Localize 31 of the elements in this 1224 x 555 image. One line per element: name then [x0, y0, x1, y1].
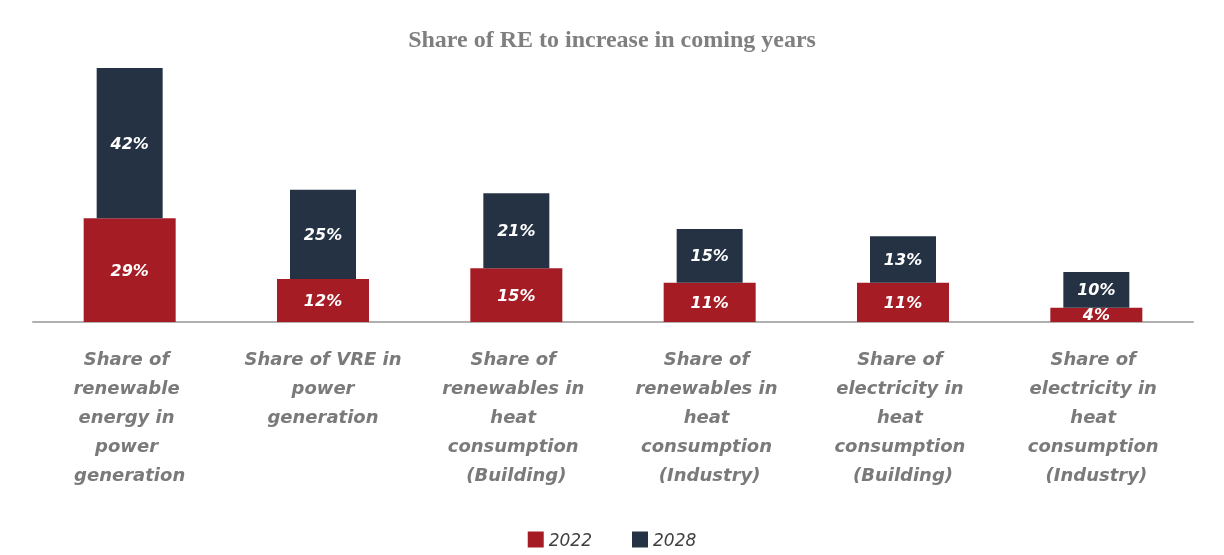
data-label: 12%: [303, 291, 343, 311]
bar: [857, 282, 949, 322]
data-label: 13%: [883, 249, 923, 269]
x-tick-label: Share of electricity in heat consumption (Building): [834, 348, 972, 485]
bar: [290, 189, 356, 280]
bar: [470, 268, 563, 322]
bar: [277, 279, 369, 322]
x-tick-label: Share of renewable energy in power generation: [73, 348, 186, 485]
bar: [870, 236, 936, 283]
data-label: 25%: [303, 224, 343, 244]
bar: [483, 193, 550, 269]
legend-label: 2022: [548, 529, 592, 550]
x-tick-label: Share of renewables in heat consumption (Industry): [635, 348, 784, 485]
data-label: 4%: [1081, 305, 1110, 325]
x-tick-label: Share of VRE in power generation: [244, 348, 402, 427]
data-label: 21%: [497, 221, 536, 241]
data-label: 10%: [1077, 280, 1116, 300]
data-label: 15%: [497, 285, 536, 305]
data-label: 15%: [690, 246, 729, 266]
data-label: 11%: [690, 292, 729, 312]
bar: [676, 228, 743, 283]
data-label: 29%: [110, 260, 149, 280]
x-tick-label: Share of renewables in heat consumption (Building): [442, 348, 591, 485]
bar: [96, 68, 163, 219]
bar: [83, 218, 176, 322]
legend-label: 2028: [653, 529, 697, 550]
bar: [663, 282, 756, 322]
data-label: 42%: [109, 133, 149, 153]
x-tick-label: Share of electricity in heat consumption (Industry): [1027, 348, 1165, 485]
chart-title: Share of RE to increase in coming years: [408, 26, 816, 52]
data-label: 11%: [883, 292, 923, 312]
